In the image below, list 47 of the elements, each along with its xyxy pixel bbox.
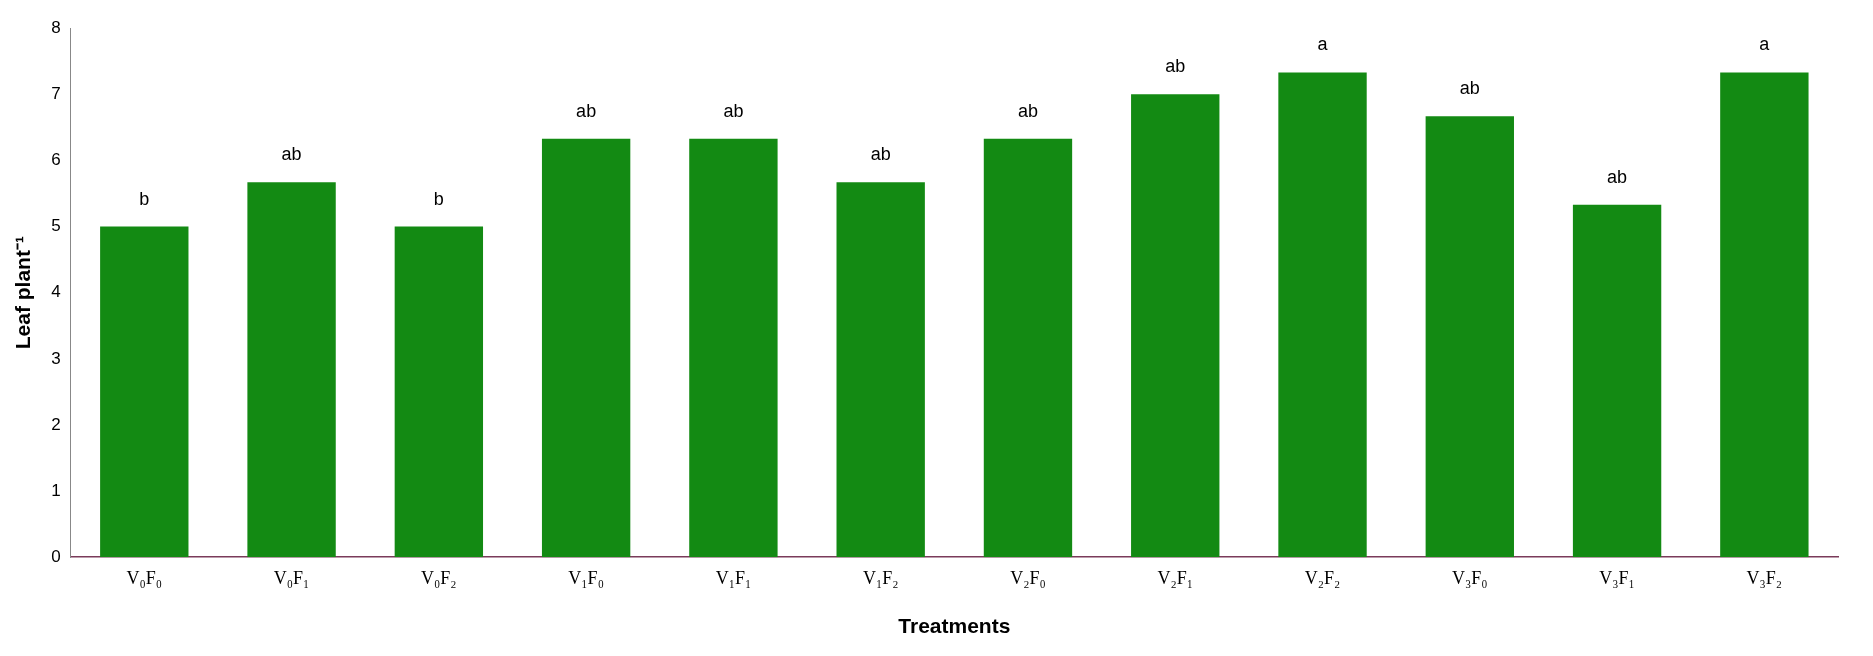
x-tick-label: V₃F₂ xyxy=(1746,567,1783,588)
x-tick-label: V₃F₀ xyxy=(1452,567,1488,588)
x-tick-label: V₁F₂ xyxy=(862,567,899,588)
annotation: ab xyxy=(870,144,891,165)
annotation: ab xyxy=(1017,100,1038,121)
y-tick-label: 3 xyxy=(51,348,61,368)
bar xyxy=(100,226,189,558)
bar xyxy=(1720,72,1809,558)
y-tick-label: 0 xyxy=(51,546,61,566)
annotation: ab xyxy=(1165,56,1186,77)
bar xyxy=(541,138,631,558)
annotation: a xyxy=(1317,34,1329,55)
x-tick-label: V₀F₂ xyxy=(421,567,457,588)
bar xyxy=(1425,116,1514,558)
annotation: a xyxy=(1759,34,1771,55)
bar xyxy=(1278,72,1367,558)
y-tick-label: 7 xyxy=(51,84,61,104)
bar xyxy=(689,138,778,558)
annotation: ab xyxy=(281,144,302,165)
annotation: ab xyxy=(1459,78,1480,99)
y-tick-label: 5 xyxy=(51,216,61,236)
y-tick-label: 8 xyxy=(51,17,61,37)
annotation: b xyxy=(433,188,444,209)
annotation: b xyxy=(139,188,150,209)
x-tick-label: V₃F₁ xyxy=(1599,567,1635,588)
bar xyxy=(836,182,925,558)
x-tick-label: V₁F₁ xyxy=(715,567,752,588)
annotation: ab xyxy=(1607,166,1628,187)
bar xyxy=(247,182,336,558)
bar xyxy=(394,226,484,558)
x-tick-label: V₂F₁ xyxy=(1157,567,1194,588)
y-axis-title: Leaf plant⁻¹ xyxy=(11,236,35,350)
y-tick-label: 6 xyxy=(51,150,61,170)
x-tick-label: V₂F₂ xyxy=(1304,567,1341,588)
y-tick-label: 1 xyxy=(51,480,61,500)
x-tick-label: V₁F₀ xyxy=(568,567,604,588)
bar xyxy=(1572,204,1662,558)
annotation: ab xyxy=(723,100,744,121)
bar xyxy=(983,138,1073,558)
bar xyxy=(1131,94,1220,558)
x-axis-title: Treatments xyxy=(898,614,1011,638)
x-tick-label: V₀F₀ xyxy=(126,567,163,588)
x-tick-label: V₀F₁ xyxy=(273,567,310,588)
y-tick-label: 2 xyxy=(51,414,61,434)
x-tick-label: V₂F₀ xyxy=(1010,567,1046,588)
y-tick-label: 4 xyxy=(51,282,61,302)
annotation: ab xyxy=(576,100,597,121)
